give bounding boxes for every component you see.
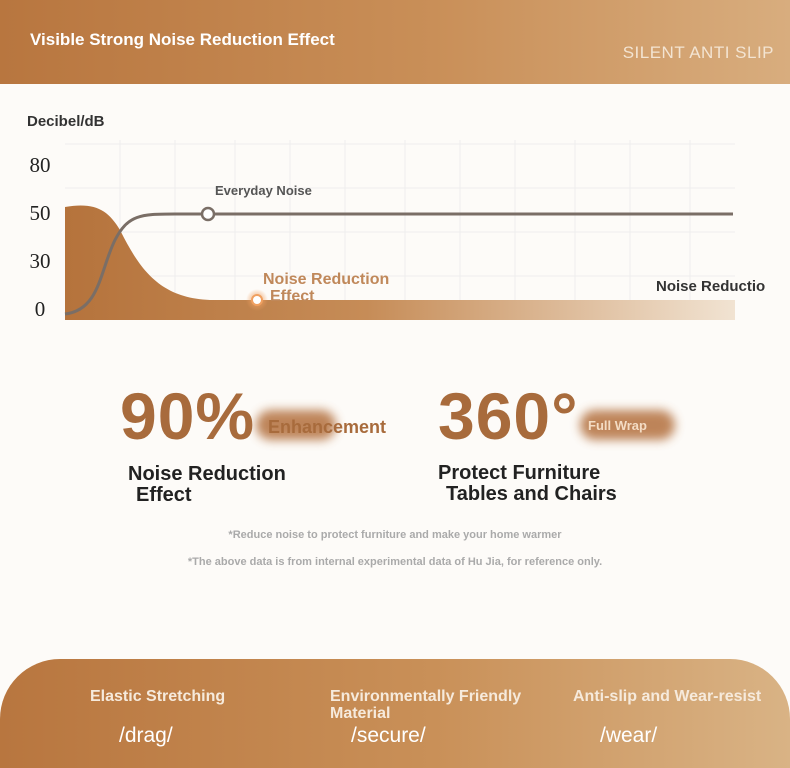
stat-number: 90% (120, 379, 256, 453)
stat-number: 360° (438, 379, 579, 453)
feature-band: Elastic Stretching /drag/ Environmentall… (0, 659, 790, 768)
note: *Reduce noise to protect furniture and m… (228, 529, 562, 541)
stat-caption: Effect (136, 484, 192, 506)
series-label: Effect (270, 288, 315, 305)
stat-badge: Full Wrap (588, 418, 647, 433)
grid (65, 140, 735, 320)
header-band (0, 0, 790, 84)
stat-caption: Noise Reduction (128, 463, 286, 485)
header-title: Visible Strong Noise Reduction Effect (30, 30, 335, 49)
stat-caption: Protect Furniture (438, 462, 601, 484)
everyday-line (64, 212, 733, 316)
y-tick-label: 80 (29, 153, 51, 177)
stat-badge: Enhancement (268, 417, 387, 437)
chart-graphic (64, 140, 735, 320)
marker (251, 294, 263, 306)
feature-title: Anti-slip and Wear-resist (573, 688, 762, 705)
feature-title: Environmentally Friendly Material (330, 688, 522, 722)
series-label: Noise Reductio (656, 278, 766, 295)
axis-label: Decibel/dB (27, 113, 105, 130)
badge-blur (256, 410, 336, 440)
y-tick-label: 0 (34, 297, 46, 321)
series-label: Noise Reduction (263, 271, 390, 288)
header-tagline: SILENT ANTI SLIP (622, 43, 774, 62)
feature-word: /drag/ (119, 724, 173, 747)
y-tick-label: 50 (29, 201, 51, 225)
reduction-area (65, 205, 735, 320)
feature-word: /wear/ (600, 724, 658, 747)
series-label: Everyday Noise (215, 183, 312, 198)
feature-title: Elastic Stretching (90, 688, 226, 705)
y-tick-label: 30 (29, 249, 51, 273)
stat-caption: Tables and Chairs (446, 483, 617, 505)
feature-word: /secure/ (351, 724, 426, 747)
badge-blur (580, 410, 675, 440)
marker (200, 206, 216, 222)
note: *The above data is from internal experim… (187, 556, 603, 568)
